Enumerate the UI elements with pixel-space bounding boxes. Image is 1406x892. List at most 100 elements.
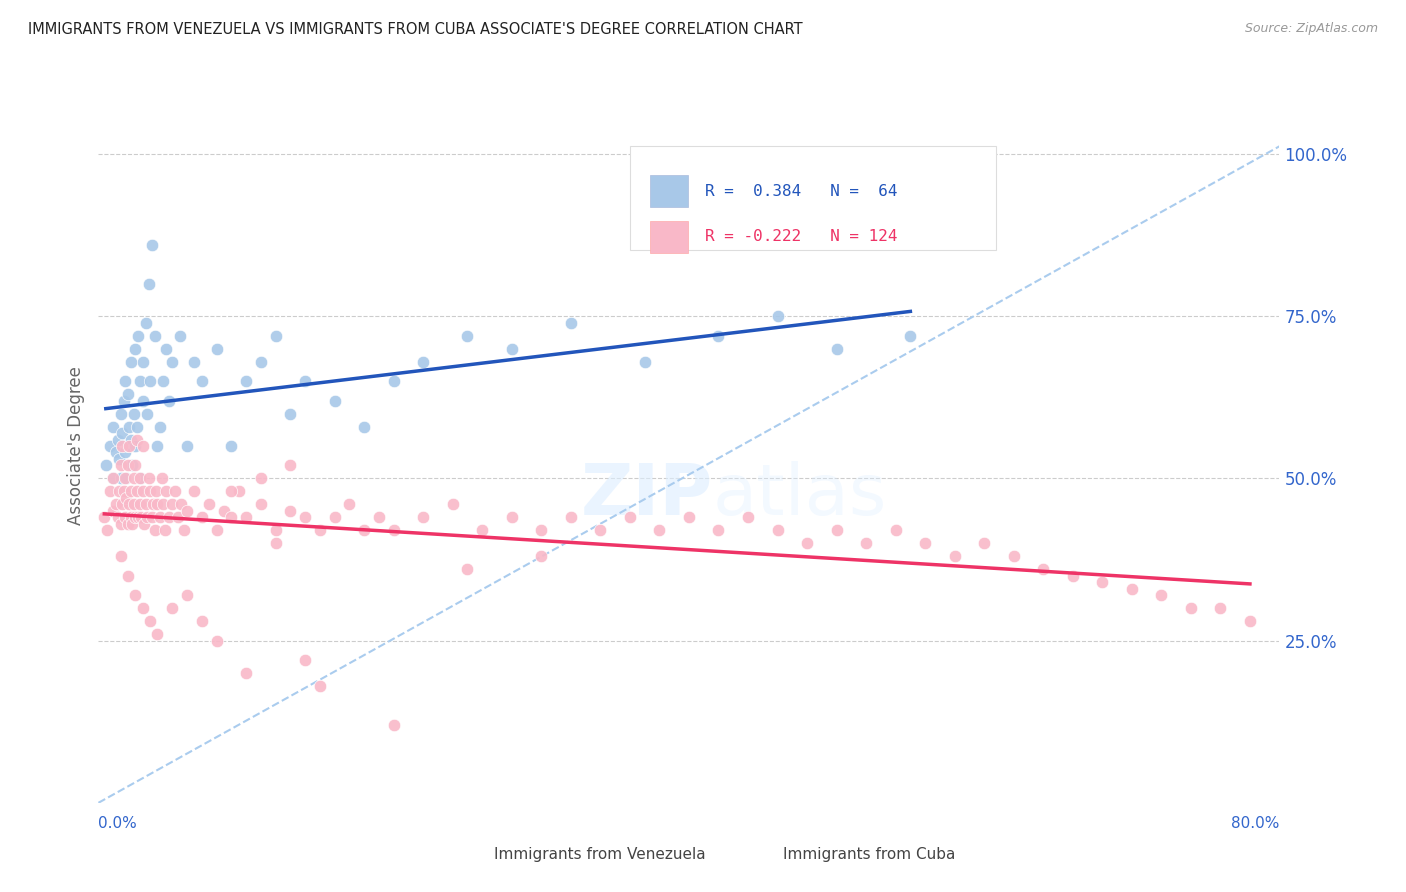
Point	[114, 445, 136, 459]
Point	[98, 484, 121, 499]
Point	[167, 510, 190, 524]
Point	[114, 471, 136, 485]
Point	[278, 458, 302, 473]
Point	[107, 510, 129, 524]
Point	[110, 407, 132, 421]
Point	[173, 524, 195, 538]
Point	[117, 387, 139, 401]
Point	[914, 536, 936, 550]
Point	[103, 419, 125, 434]
Point	[169, 328, 191, 343]
Point	[943, 549, 966, 564]
Point	[501, 342, 523, 356]
Point	[264, 524, 287, 538]
Point	[198, 497, 221, 511]
Point	[122, 471, 145, 485]
Point	[228, 484, 250, 499]
Point	[412, 510, 434, 524]
Point	[125, 433, 148, 447]
Point	[139, 614, 162, 628]
Point	[205, 524, 228, 538]
Point	[128, 374, 150, 388]
Point	[162, 601, 183, 615]
Point	[103, 471, 125, 485]
Point	[176, 439, 198, 453]
Point	[111, 497, 134, 511]
Point	[1032, 562, 1054, 576]
Point	[1002, 549, 1025, 564]
Point	[108, 452, 131, 467]
Point	[235, 374, 257, 388]
Point	[973, 536, 995, 550]
Point	[766, 310, 789, 324]
Point	[127, 328, 149, 343]
Point	[110, 471, 132, 485]
Point	[118, 497, 141, 511]
Point	[183, 484, 205, 499]
Point	[309, 679, 332, 693]
Point	[120, 510, 142, 524]
Point	[124, 588, 146, 602]
Point	[382, 374, 405, 388]
Point	[368, 510, 391, 524]
FancyBboxPatch shape	[742, 844, 782, 865]
Point	[132, 354, 155, 368]
Point	[219, 484, 242, 499]
Point	[139, 374, 162, 388]
Point	[115, 471, 138, 485]
Point	[122, 407, 145, 421]
Point	[132, 439, 155, 453]
Point	[884, 524, 907, 538]
Point	[825, 342, 848, 356]
Point	[125, 419, 148, 434]
Point	[143, 328, 166, 343]
Point	[855, 536, 877, 550]
Point	[212, 504, 235, 518]
Point	[150, 471, 173, 485]
Point	[176, 504, 198, 518]
Point	[264, 328, 287, 343]
Point	[382, 524, 405, 538]
Point	[235, 666, 257, 681]
Point	[1150, 588, 1173, 602]
Text: IMMIGRANTS FROM VENEZUELA VS IMMIGRANTS FROM CUBA ASSOCIATE'S DEGREE CORRELATION: IMMIGRANTS FROM VENEZUELA VS IMMIGRANTS …	[28, 22, 803, 37]
Point	[98, 439, 121, 453]
Point	[111, 439, 134, 453]
Point	[560, 316, 582, 330]
Point	[132, 393, 155, 408]
Point	[323, 393, 346, 408]
Text: atlas: atlas	[713, 461, 887, 531]
Point	[456, 328, 478, 343]
Point	[162, 497, 183, 511]
Point	[678, 510, 700, 524]
FancyBboxPatch shape	[630, 146, 995, 250]
Point	[235, 510, 257, 524]
Text: Immigrants from Cuba: Immigrants from Cuba	[783, 847, 956, 862]
Point	[121, 516, 143, 531]
Point	[152, 497, 174, 511]
Point	[132, 601, 155, 615]
Point	[124, 458, 146, 473]
Point	[121, 458, 143, 473]
Point	[124, 510, 146, 524]
Point	[294, 510, 316, 524]
Text: R =  0.384   N =  64: R = 0.384 N = 64	[706, 184, 898, 199]
Point	[129, 510, 152, 524]
Point	[107, 433, 129, 447]
Point	[796, 536, 818, 550]
Point	[157, 510, 180, 524]
Point	[353, 524, 375, 538]
Point	[112, 484, 135, 499]
Point	[136, 510, 159, 524]
Point	[633, 354, 655, 368]
Point	[766, 524, 789, 538]
Point	[382, 718, 405, 732]
Point	[128, 471, 150, 485]
Point	[110, 516, 132, 531]
Text: ZIP: ZIP	[581, 461, 713, 531]
Point	[117, 516, 139, 531]
Point	[141, 238, 163, 252]
Point	[412, 354, 434, 368]
Point	[111, 425, 134, 440]
Point	[128, 471, 150, 485]
